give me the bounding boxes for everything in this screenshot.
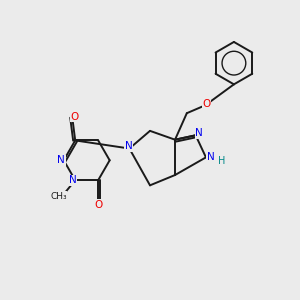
Text: CH₃: CH₃ xyxy=(50,192,67,201)
Text: N: N xyxy=(125,141,133,151)
Text: H: H xyxy=(218,156,225,166)
Text: O: O xyxy=(202,99,211,109)
Text: O: O xyxy=(70,112,79,122)
Text: N: N xyxy=(58,155,65,165)
Text: N: N xyxy=(207,152,214,162)
Text: N: N xyxy=(69,175,77,185)
Text: N: N xyxy=(195,128,203,138)
Text: O: O xyxy=(94,200,102,210)
